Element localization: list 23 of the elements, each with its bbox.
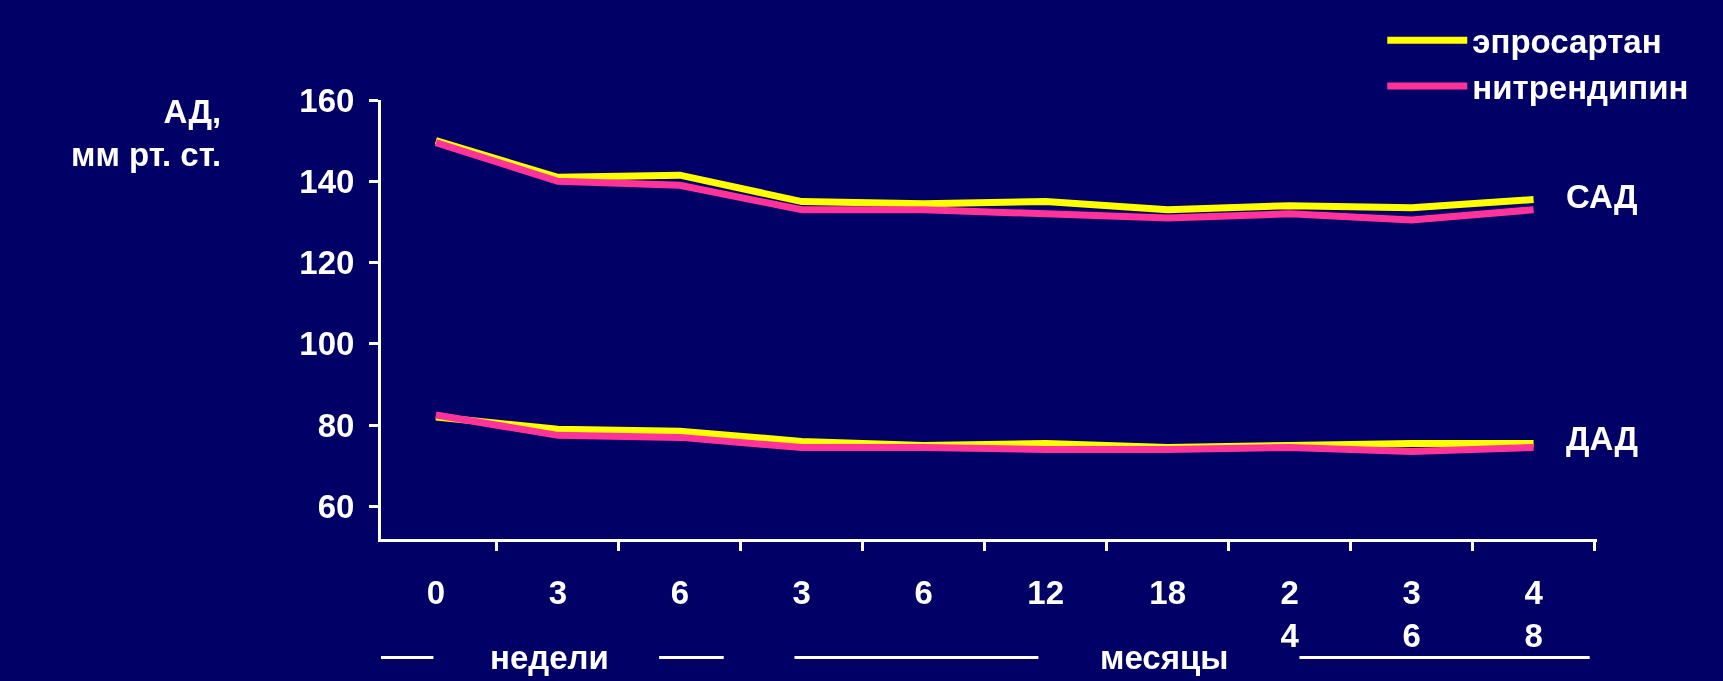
y-tick-label: 100 xyxy=(299,325,355,363)
x-tick-label: 6 xyxy=(670,573,689,611)
x-tick-label: 3 xyxy=(548,573,568,611)
x-tick-label: 3 xyxy=(792,573,811,611)
x-tick-label: 12 xyxy=(1027,573,1065,611)
x-tick-label: 18 xyxy=(1149,573,1187,611)
annotation: ДАД xyxy=(1566,420,1639,457)
text: недели xyxy=(490,639,609,676)
x-tick-label: 4 8 xyxy=(1524,573,1544,654)
x-tick-label: 3 6 xyxy=(1402,573,1421,654)
y-tick-label: 140 xyxy=(299,162,355,200)
annotation: САД xyxy=(1566,178,1638,215)
text: месяцы xyxy=(1100,639,1229,676)
y-tick-label: 160 xyxy=(299,81,355,119)
y-tick-label: 120 xyxy=(299,244,355,282)
y-tick-label: 60 xyxy=(317,488,355,526)
legend-label: эпросартан xyxy=(1472,23,1662,61)
x-tick-label: 0 xyxy=(426,573,446,611)
x-tick-label: 2 4 xyxy=(1280,573,1300,654)
legend-label: нитрендипин xyxy=(1472,68,1689,106)
y-axis-title: АД, мм рт. ст. xyxy=(71,93,222,173)
x-tick-label: 6 xyxy=(914,573,933,611)
y-tick-label: 80 xyxy=(317,406,355,444)
